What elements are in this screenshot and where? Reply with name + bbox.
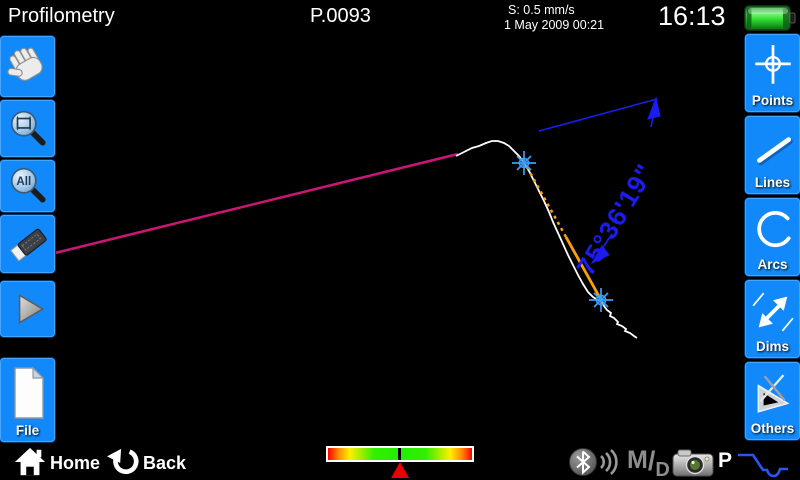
program-id: P.0093 (310, 5, 371, 27)
level-gauge (326, 446, 474, 462)
home-button-label[interactable]: Home (50, 453, 101, 473)
erase-tool-button[interactable] (0, 215, 55, 273)
zoom-area-icon (10, 110, 46, 146)
home-button[interactable] (13, 446, 47, 480)
point-marker[interactable] (589, 288, 613, 312)
bluetooth-icon (569, 448, 618, 476)
mode-indicator[interactable]: M/D (627, 444, 670, 480)
dims-button-label: Dims (755, 338, 789, 354)
fit-segment-orange (564, 236, 602, 299)
zoom-all-button[interactable]: All (0, 160, 55, 212)
arcs-tool-button[interactable]: Arcs (745, 198, 800, 276)
zoom-all-icon: All (10, 167, 46, 203)
fit-line-magenta (54, 152, 459, 255)
level-gauge-center-tick (398, 448, 401, 460)
points-icon (754, 44, 791, 84)
battery-icon (744, 5, 796, 31)
svg-text:All: All (16, 176, 31, 188)
play-button[interactable] (0, 281, 55, 337)
pan-tool-button[interactable] (0, 36, 55, 97)
hand-pan-icon (6, 47, 43, 81)
back-button[interactable] (106, 447, 140, 480)
point-marker[interactable] (512, 151, 536, 175)
file-button[interactable]: File (0, 358, 55, 442)
profile-mode-label: P (718, 449, 733, 472)
dimension-icon (752, 292, 793, 331)
others-tools-icon (757, 373, 790, 413)
clock: 16:13 (658, 1, 726, 31)
line-icon (756, 136, 793, 165)
mode-slash: / (647, 446, 656, 476)
home-icon (14, 447, 46, 476)
back-icon (107, 448, 139, 475)
eraser-icon (9, 228, 47, 262)
camera-icon (672, 449, 714, 477)
others-tool-button[interactable]: Others (745, 362, 800, 440)
arc-icon (756, 210, 791, 247)
lines-tool-button[interactable]: Lines (745, 116, 800, 194)
profile-trace (455, 140, 638, 339)
points-tool-button[interactable]: Points (745, 34, 800, 112)
mode-m: M (627, 446, 648, 474)
page-title: Profilometry (8, 5, 115, 27)
arcs-button-label: Arcs (757, 256, 788, 272)
play-icon (18, 293, 44, 325)
level-gauge-marker (391, 462, 409, 478)
bluetooth-status[interactable] (568, 446, 624, 480)
lines-button-label: Lines (754, 174, 791, 190)
speed-status: S: 0.5 mm/s (508, 3, 575, 17)
datetime-status: 1 May 2009 00:21 (504, 18, 605, 32)
angle-dimension (538, 96, 661, 265)
others-button-label: Others (750, 420, 795, 436)
dims-tool-button[interactable]: Dims (745, 280, 800, 358)
profile-wave-icon (738, 453, 788, 478)
back-button-label[interactable]: Back (143, 453, 187, 473)
mode-d: D (655, 459, 670, 480)
file-page-icon (13, 366, 44, 419)
points-button-label: Points (751, 92, 794, 108)
screenshot-button[interactable] (672, 448, 714, 480)
zoom-area-button[interactable] (0, 100, 55, 157)
file-button-label: File (15, 422, 40, 438)
